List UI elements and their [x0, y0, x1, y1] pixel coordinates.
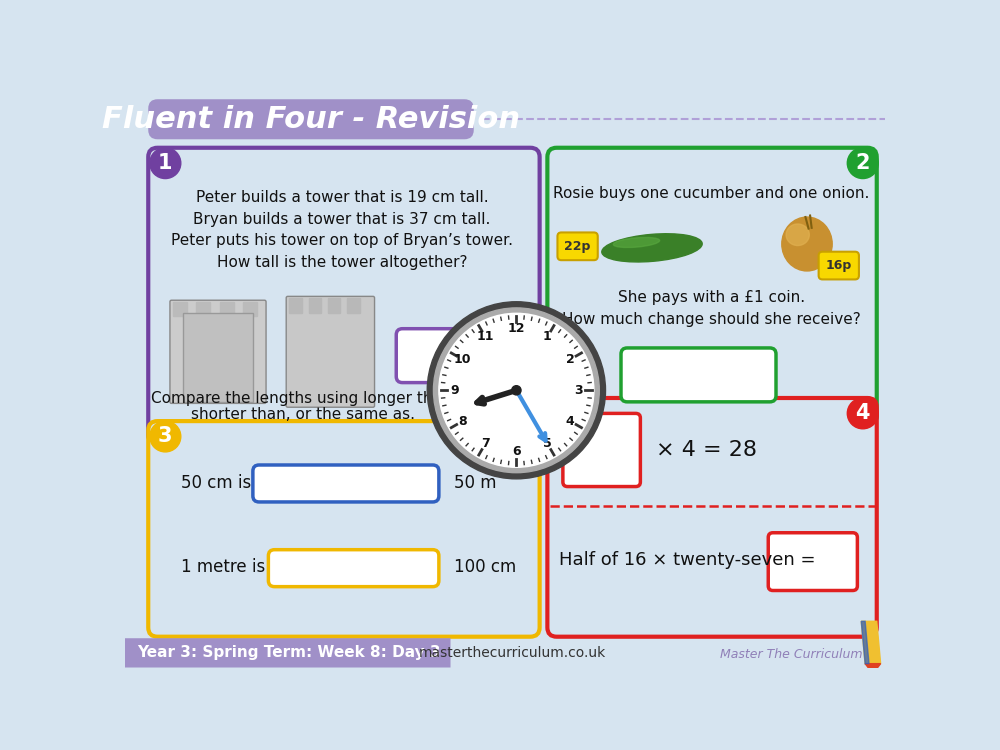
Circle shape — [847, 398, 878, 429]
Text: 6: 6 — [512, 446, 521, 458]
Text: 4: 4 — [566, 415, 574, 428]
Bar — [243, 302, 257, 316]
FancyBboxPatch shape — [819, 252, 859, 280]
Text: 10: 10 — [454, 353, 471, 366]
FancyBboxPatch shape — [396, 328, 512, 382]
FancyBboxPatch shape — [547, 148, 877, 425]
FancyBboxPatch shape — [768, 532, 857, 590]
Bar — [196, 302, 210, 316]
Text: Compare the lengths using longer than,: Compare the lengths using longer than, — [151, 391, 456, 406]
Text: 16p: 16p — [826, 259, 852, 272]
FancyBboxPatch shape — [170, 300, 266, 404]
Text: She pays with a £1 coin.: She pays with a £1 coin. — [618, 290, 805, 305]
Text: masterthecurriculum.co.uk: masterthecurriculum.co.uk — [419, 646, 606, 660]
Circle shape — [150, 421, 181, 452]
Text: Rosie buys one cucumber and one onion.: Rosie buys one cucumber and one onion. — [553, 187, 870, 202]
Bar — [328, 298, 340, 314]
FancyBboxPatch shape — [125, 638, 450, 668]
Text: Bryan builds a tower that is 37 cm tall.: Bryan builds a tower that is 37 cm tall. — [193, 211, 491, 226]
Text: 1: 1 — [543, 331, 552, 344]
Polygon shape — [861, 621, 869, 664]
Circle shape — [847, 148, 878, 178]
Text: Peter builds a tower that is 19 cm tall.: Peter builds a tower that is 19 cm tall. — [196, 190, 488, 206]
Text: 50 cm is: 50 cm is — [181, 474, 251, 492]
Text: 100 cm: 100 cm — [454, 559, 517, 577]
Text: × 4 = 28: × 4 = 28 — [656, 440, 757, 460]
Circle shape — [150, 148, 181, 178]
Polygon shape — [865, 664, 881, 674]
Polygon shape — [861, 621, 881, 664]
FancyBboxPatch shape — [547, 398, 877, 637]
FancyBboxPatch shape — [563, 413, 640, 487]
FancyBboxPatch shape — [148, 148, 540, 444]
Text: Peter puts his tower on top of Bryan’s tower.: Peter puts his tower on top of Bryan’s t… — [171, 233, 513, 248]
Text: 5: 5 — [543, 437, 552, 450]
FancyBboxPatch shape — [183, 314, 253, 402]
Text: Master The Curriculum: Master The Curriculum — [720, 648, 863, 661]
Text: 22p: 22p — [564, 240, 591, 253]
FancyBboxPatch shape — [286, 296, 375, 407]
Text: 7: 7 — [481, 437, 490, 450]
Circle shape — [512, 386, 521, 395]
Text: 50 m: 50 m — [454, 474, 497, 492]
Text: 3: 3 — [158, 427, 173, 446]
Text: How much change should she receive?: How much change should she receive? — [562, 312, 861, 327]
Text: 11: 11 — [477, 331, 494, 344]
Text: 2: 2 — [856, 153, 870, 173]
Text: 1 metre is: 1 metre is — [181, 559, 265, 577]
Text: Half of 16 × twenty-seven =: Half of 16 × twenty-seven = — [559, 550, 816, 568]
FancyBboxPatch shape — [621, 348, 776, 402]
Text: Fluent in Four - Revision: Fluent in Four - Revision — [102, 105, 520, 134]
Bar — [289, 298, 302, 314]
Text: 12: 12 — [508, 322, 525, 335]
Ellipse shape — [782, 217, 832, 271]
Text: 2: 2 — [566, 353, 574, 366]
Bar — [173, 302, 187, 316]
Text: 1: 1 — [158, 153, 173, 173]
Ellipse shape — [786, 224, 809, 245]
FancyBboxPatch shape — [557, 232, 598, 260]
Circle shape — [427, 302, 606, 478]
FancyBboxPatch shape — [268, 550, 439, 586]
Ellipse shape — [613, 238, 660, 248]
Circle shape — [439, 314, 594, 467]
Text: How tall is the tower altogether?: How tall is the tower altogether? — [217, 255, 467, 270]
FancyBboxPatch shape — [148, 99, 474, 140]
Text: shorter than, or the same as.: shorter than, or the same as. — [191, 407, 415, 422]
Text: 8: 8 — [458, 415, 467, 428]
Circle shape — [433, 308, 599, 472]
Text: 3: 3 — [574, 384, 583, 397]
Ellipse shape — [602, 234, 702, 262]
Text: 4: 4 — [856, 404, 870, 424]
Text: 9: 9 — [450, 384, 459, 397]
Bar — [220, 302, 234, 316]
Text: Year 3: Spring Term: Week 8: Day 3: Year 3: Spring Term: Week 8: Day 3 — [137, 645, 440, 660]
Bar — [347, 298, 360, 314]
FancyBboxPatch shape — [148, 421, 540, 637]
FancyBboxPatch shape — [253, 465, 439, 502]
Bar — [309, 298, 321, 314]
